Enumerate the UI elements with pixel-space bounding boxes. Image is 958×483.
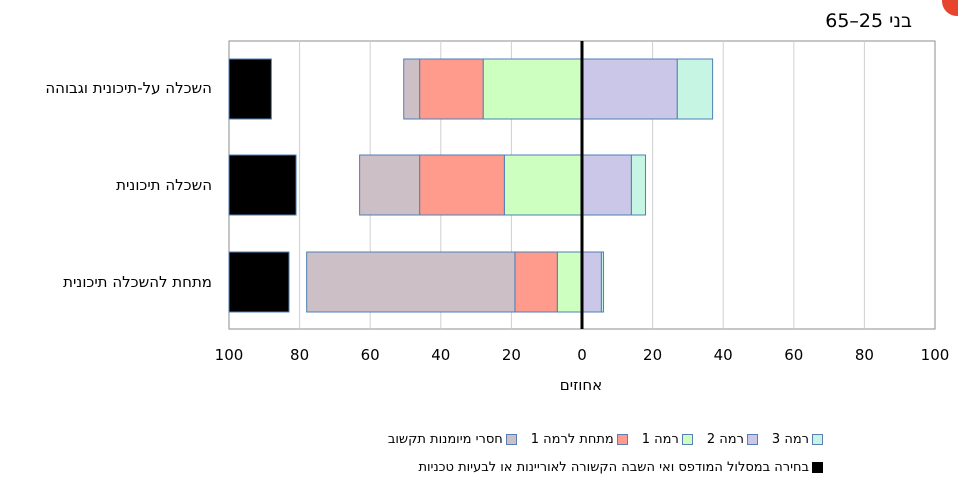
legend-item-below1: מתחת לרמה 1 — [531, 432, 628, 447]
legend-item-level2: רמה 2 — [707, 432, 758, 447]
x-tick-label: 80 — [290, 346, 309, 364]
category-label-higher-ed: השכלה על-תיכונית וגבוהה — [45, 79, 212, 97]
x-tick-label: 40 — [431, 346, 450, 364]
bar-level1 — [482, 58, 583, 120]
legend-label-below1: מתחת לרמה 1 — [530, 432, 614, 447]
legend-swatch-skipped — [812, 462, 823, 473]
bar-lacking — [403, 58, 421, 120]
x-tick-label: 40 — [714, 346, 733, 364]
bar-level2 — [581, 251, 602, 313]
legend-item-skipped: בחירה במסלול המודפס ואי השבה הקשורה לאור… — [418, 460, 823, 475]
x-axis-label: אחוזים — [560, 376, 602, 394]
x-tick-label: 100 — [215, 346, 244, 364]
legend-swatch-level3 — [812, 434, 823, 445]
legend-swatch-level1 — [681, 434, 693, 445]
bar-below1 — [514, 251, 558, 313]
bar-level2 — [581, 58, 678, 120]
legend-row-1: רמה 3 רמה 2 רמה 1 מתחת לרמה 1 חסרי מיומנ… — [388, 432, 823, 447]
bar-level1 — [556, 251, 583, 313]
bar-skipped — [228, 58, 272, 120]
x-tick-label: 60 — [361, 346, 380, 364]
bar-skipped — [228, 154, 297, 216]
legend-swatch-level2 — [746, 434, 758, 445]
bar-below1 — [419, 58, 484, 120]
accent-dot — [942, 0, 958, 16]
bar-level2 — [581, 154, 632, 216]
bar-level3 — [630, 154, 647, 216]
bar-group — [228, 41, 714, 329]
x-tick-label: 20 — [643, 346, 662, 364]
bar-below1 — [419, 154, 505, 216]
chart-subtitle: בני 25–65 — [825, 10, 912, 32]
legend-label-level2: רמה 2 — [706, 432, 744, 447]
legend-label-level1: רמה 1 — [641, 432, 679, 447]
category-label-below-secondary: מתחת להשכלה תיכונית — [63, 273, 212, 291]
x-tick-label: 100 — [921, 346, 950, 364]
legend-label-level3: רמה 3 — [771, 432, 809, 447]
legend-item-level3: רמה 3 — [772, 432, 823, 447]
legend-swatch-lacking — [505, 434, 517, 445]
bar-level3 — [600, 251, 605, 313]
bar-level1 — [503, 154, 583, 216]
legend-label-skipped: בחירה במסלול המודפס ואי השבה הקשורה לאור… — [418, 460, 809, 475]
category-label-secondary: השכלה תיכונית — [116, 176, 212, 194]
x-tick-label: 20 — [502, 346, 521, 364]
legend-label-lacking: חסרי מיומנות תקשוב — [387, 432, 503, 447]
x-tick-labels: 100 80 60 40 20 0 20 40 60 80 100 — [215, 346, 950, 364]
x-tick-label: 0 — [577, 346, 587, 364]
legend-item-lacking: חסרי מיומנות תקשוב — [388, 432, 517, 447]
bar-level3 — [676, 58, 714, 120]
bar-lacking — [306, 251, 516, 313]
legend-swatch-below1 — [616, 434, 628, 445]
x-tick-label: 80 — [855, 346, 874, 364]
legend-row-2: בחירה במסלול המודפס ואי השבה הקשורה לאור… — [418, 460, 823, 475]
bar-skipped — [228, 251, 290, 313]
legend-item-level1: רמה 1 — [642, 432, 693, 447]
bar-lacking — [359, 154, 421, 216]
x-tick-label: 60 — [784, 346, 803, 364]
